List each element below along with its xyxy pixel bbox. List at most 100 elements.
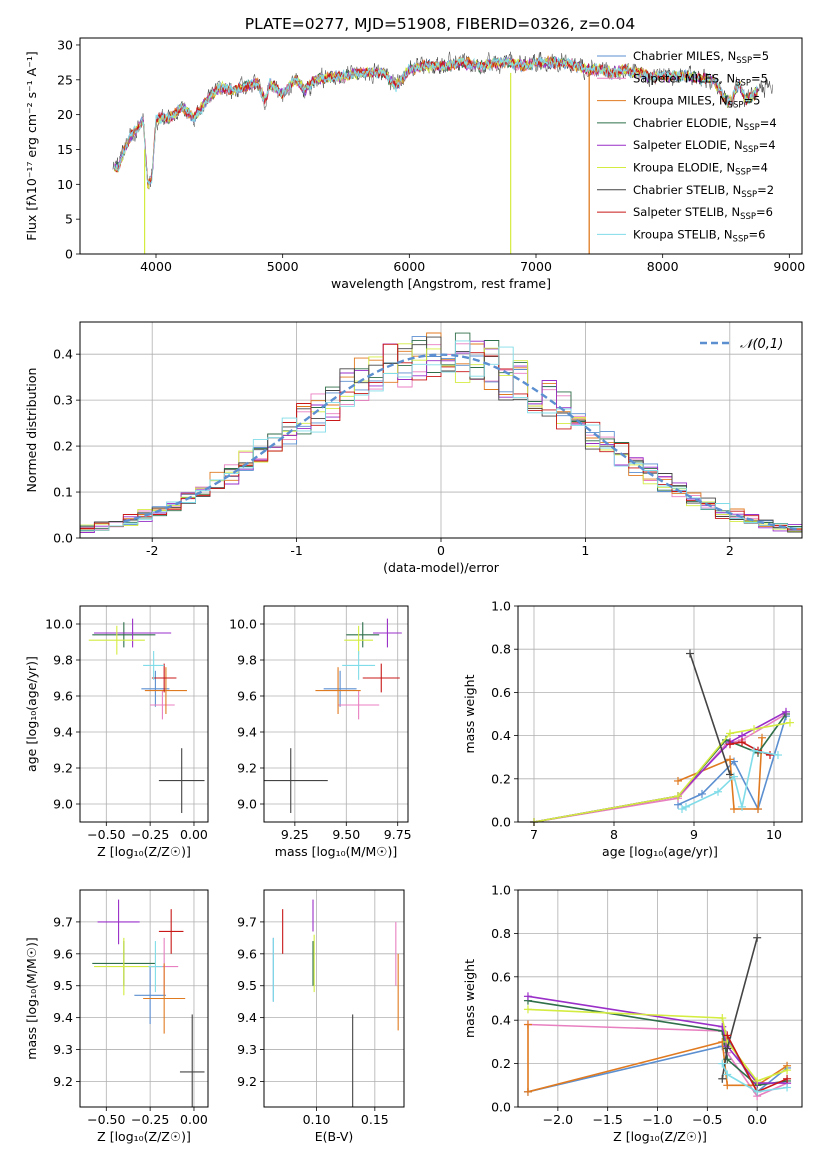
y-tick-label: 10.0 xyxy=(229,617,257,632)
axes-spectrum: 4000 5000 6000 7000 8000 9000 0 5 10 15 20 25 30 wave… xyxy=(24,37,805,291)
x-tick-label: 9000 xyxy=(773,259,805,274)
y-tick-label: 10 xyxy=(57,177,73,192)
plot-layer: 4000 5000 6000 7000 8000 9000051015202530wave… xyxy=(24,37,805,1144)
x-tick-label: 0.10 xyxy=(303,1112,331,1127)
y-tick-label: 9.8 xyxy=(237,653,257,668)
weight-line xyxy=(721,1063,788,1093)
x-tick-label: −0.50 xyxy=(87,827,125,842)
axes-mass-weight-vs-age: 7 8 9 10 0.0 0.2 0.4 0.6 0.8 1.0 age [log₁₀(age/yr… xyxy=(462,599,803,859)
axes-mass-vs-extinction: 0.10 0.15 9.2 9.3 9.4 9.5 9.6 9.7 E(B-V) xyxy=(237,889,405,1144)
y-tick-label: 9.6 xyxy=(53,689,73,704)
figure-title: PLATE=0277, MJD=51908, FIBERID=0326, z=0… xyxy=(245,15,635,33)
x-tick-label: −2.0 xyxy=(543,1112,573,1127)
x-tick-label: −0.5 xyxy=(692,1112,722,1127)
y-tick-label: 9.5 xyxy=(237,978,257,993)
x-tick-label: −0.50 xyxy=(87,1112,125,1127)
y-tick-label: 9.0 xyxy=(237,797,257,812)
axes-frame xyxy=(263,605,409,823)
y-tick-label: 9.3 xyxy=(237,1042,257,1057)
y-tick-label: 9.0 xyxy=(53,797,73,812)
y-tick-label: 0.2 xyxy=(491,1056,511,1071)
x-tick-label: 0.00 xyxy=(180,827,208,842)
y-tick-label: 20 xyxy=(57,107,73,122)
weight-line xyxy=(533,721,791,822)
x-axis-label: (data-model)/error xyxy=(383,560,500,575)
y-tick-label: 0.8 xyxy=(491,642,511,657)
legend-label: Chabrier ELODIE, NSSP=4 xyxy=(633,116,777,133)
y-axis-label: mass weight xyxy=(462,674,477,753)
axes-mass-weight-vs-metallicity: −2.0 −1.5 −1.0 −0.5 0.0 0.0 0.2 0.4 0.6 0.8 1.0 Z [… xyxy=(462,883,803,1144)
x-tick-label: 8000 xyxy=(647,259,679,274)
y-tick-label: 9.2 xyxy=(237,761,257,776)
y-tick-label: 9.4 xyxy=(237,725,257,740)
legend-label: Salpeter ELODIE, NSSP=4 xyxy=(633,138,776,155)
y-tick-label: 9.7 xyxy=(237,914,257,929)
x-axis-label: age [log₁₀(age/yr)] xyxy=(602,844,718,859)
x-tick-label: 4000 xyxy=(140,259,172,274)
x-axis-label: Z [log₁₀(Z/Z☉)] xyxy=(97,844,191,859)
axes-frame xyxy=(79,605,209,823)
x-tick-label: -1 xyxy=(290,543,302,558)
y-tick-label: 0.4 xyxy=(491,728,511,743)
y-tick-label: 30 xyxy=(57,37,73,52)
y-axis-label: Flux [fλ10⁻¹⁷ erg cm⁻² s⁻¹ A⁻¹] xyxy=(24,51,39,240)
y-tick-label: 9.8 xyxy=(53,653,73,668)
y-tick-label: 5 xyxy=(65,212,73,227)
x-tick-label: 8 xyxy=(610,827,618,842)
axes-mass-vs-metallicity: −0.50 −0.25 0.00 9.2 9.3 9.4 9.5 9.6 9.7 Z [log₁₀… xyxy=(24,889,209,1144)
y-tick-label: 0.2 xyxy=(491,771,511,786)
y-tick-label: 1.0 xyxy=(491,883,511,898)
x-tick-label: 7000 xyxy=(520,259,552,274)
x-tick-label: 9 xyxy=(690,827,698,842)
spectrum-line-kroupa-stelib xyxy=(113,56,758,186)
axes-frame xyxy=(263,889,405,1108)
legend-label: Chabrier STELIB, NSSP=2 xyxy=(633,183,774,200)
x-tick-label: −0.25 xyxy=(131,827,169,842)
y-tick-label: 0.3 xyxy=(53,393,73,408)
axes-frame xyxy=(517,605,803,823)
x-tick-label: 0.00 xyxy=(180,1112,208,1127)
axes-age-vs-metallicity: −0.50 −0.25 0.00 9.0 9.2 9.4 9.6 9.8 10.0 Z [log₁… xyxy=(24,605,209,859)
legend-label: Kroupa ELODIE, NSSP=4 xyxy=(633,161,768,178)
x-tick-label: −1.0 xyxy=(642,1112,672,1127)
x-tick-label: 5000 xyxy=(267,259,299,274)
y-tick-label: 9.6 xyxy=(237,689,257,704)
weight-line xyxy=(533,711,787,822)
x-tick-label: 9.50 xyxy=(332,827,360,842)
y-axis-label: mass weight xyxy=(462,959,477,1038)
x-tick-label: 0.15 xyxy=(361,1112,389,1127)
y-tick-label: 0.6 xyxy=(491,685,511,700)
x-tick-label: 9.75 xyxy=(384,827,412,842)
y-tick-label: 0.4 xyxy=(491,1013,511,1028)
axes-age-vs-mass: 9.25 9.50 9.75 9.0 9.2 9.4 9.6 9.8 10.0 mass [log… xyxy=(229,605,412,859)
y-tick-label: 9.7 xyxy=(53,914,73,929)
y-tick-label: 10.0 xyxy=(45,617,73,632)
normal-curve xyxy=(123,353,800,531)
x-axis-label: wavelength [Angstrom, rest frame] xyxy=(331,276,551,291)
legend-label: 𝒩(0,1) xyxy=(740,337,783,352)
x-tick-label: 10 xyxy=(766,827,782,842)
y-tick-label: 9.2 xyxy=(53,1074,73,1089)
y-tick-label: 25 xyxy=(57,72,73,87)
axes-frame xyxy=(79,37,803,255)
y-tick-label: 9.6 xyxy=(53,946,73,961)
weight-line xyxy=(689,653,731,775)
legend-label: Salpeter STELIB, NSSP=6 xyxy=(633,205,773,222)
y-axis-label: mass [log₁₀(M/M☉)] xyxy=(24,937,39,1059)
y-tick-label: 0.6 xyxy=(491,969,511,984)
y-tick-label: 0.0 xyxy=(491,1100,511,1115)
y-tick-label: 0.0 xyxy=(491,815,511,830)
y-tick-label: 9.4 xyxy=(53,1010,73,1025)
y-tick-label: 0.1 xyxy=(53,485,73,500)
x-axis-label: E(B-V) xyxy=(315,1129,354,1144)
y-tick-label: 9.6 xyxy=(237,946,257,961)
y-tick-label: 9.3 xyxy=(53,1042,73,1057)
legend-label: Kroupa STELIB, NSSP=6 xyxy=(633,227,765,244)
y-tick-label: 0.2 xyxy=(53,439,73,454)
axes-frame xyxy=(79,889,209,1108)
x-tick-label: 1 xyxy=(581,543,589,558)
y-tick-label: 9.4 xyxy=(237,1010,257,1025)
x-tick-label: 0 xyxy=(437,543,445,558)
y-tick-label: 9.2 xyxy=(237,1074,257,1089)
y-tick-label: 0.8 xyxy=(491,926,511,941)
